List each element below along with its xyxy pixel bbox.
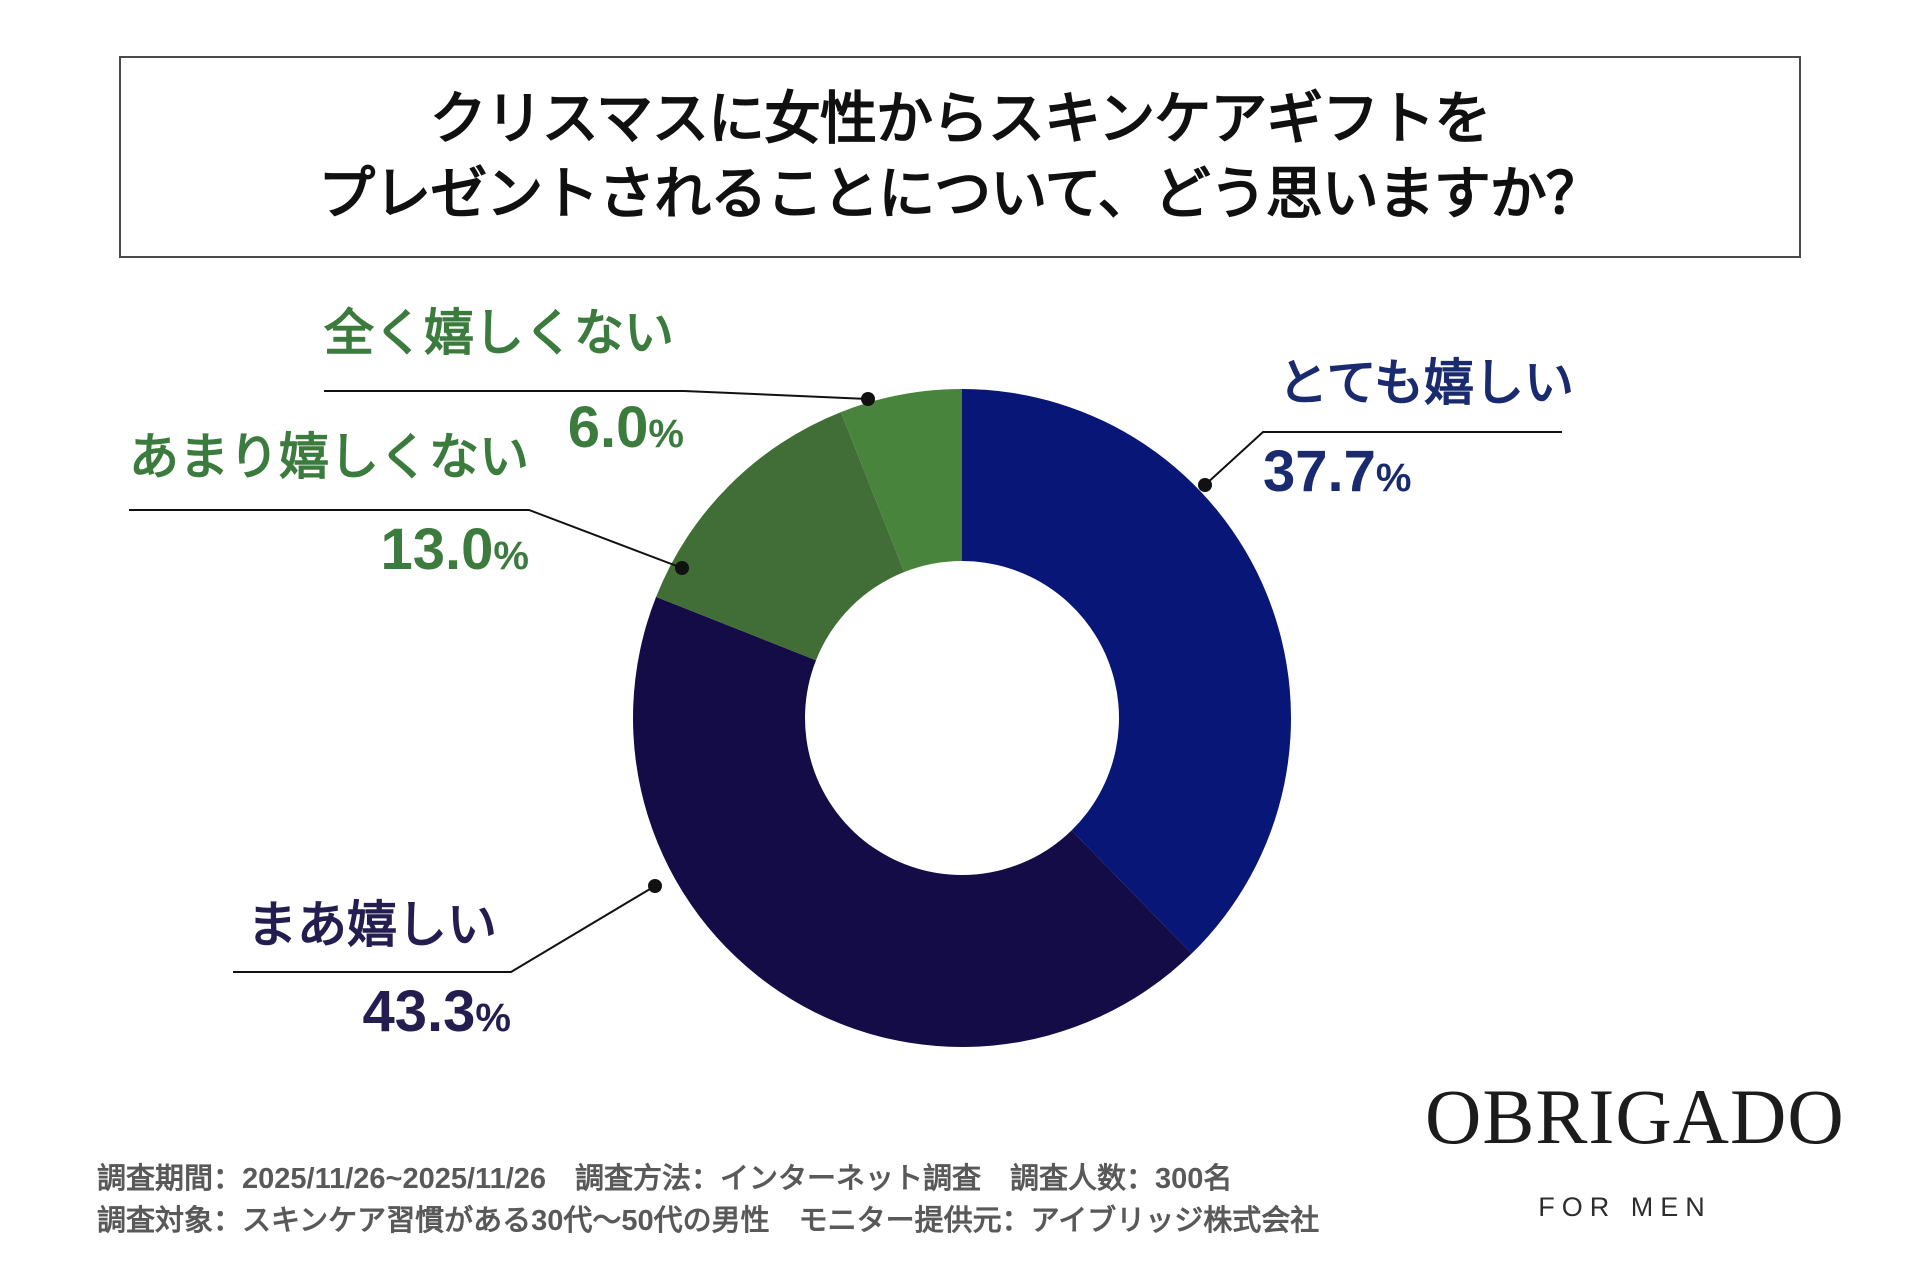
leader-dot-0 <box>1198 478 1212 492</box>
survey-notes-line1: 調査期間：2025/11/26~2025/11/26 調査方法：インターネット調… <box>97 1163 1233 1195</box>
percent-sign: % <box>1375 456 1412 500</box>
slice-value-maa-ureshii: 43.3% <box>233 980 511 1044</box>
slice-value-mattaku-ureshikunai: 6.0% <box>314 396 684 460</box>
slice-label-totemo-ureshii: とても嬉しい <box>1278 355 1574 411</box>
percent-number: 6.0 <box>567 395 649 460</box>
survey-notes: 調査期間：2025/11/26~2025/11/26 調査方法：インターネット調… <box>97 1158 1319 1242</box>
question-title-line1: クリスマスに女性からスキンケアギフトを <box>429 86 1492 151</box>
brand-logo: OBRIGADO <box>1425 1073 1845 1160</box>
percent-number: 43.3 <box>362 979 476 1044</box>
percent-sign: % <box>493 534 529 578</box>
question-title-line2: プレゼントされることについて、どう思いますか？ <box>318 162 1602 226</box>
donut-slice-1 <box>632 596 1192 1048</box>
percent-number: 37.7 <box>1263 439 1376 504</box>
question-title-box: クリスマスに女性からスキンケアギフトを プレゼントされることについて、どう思いま… <box>119 56 1801 258</box>
leader-dot-3 <box>861 392 875 406</box>
donut-slice-2 <box>656 412 905 661</box>
slice-value-totemo-ureshii: 37.7% <box>1263 440 1411 504</box>
donut-slice-3 <box>840 389 962 573</box>
percent-sign: % <box>648 412 684 456</box>
slice-label-amari-ureshikunai: あまり嬉しくない <box>129 429 529 485</box>
brand-tagline: FOR MEN <box>1538 1192 1712 1222</box>
slice-label-mattaku-ureshikunai: 全く嬉しくない <box>324 305 674 361</box>
leader-line-2 <box>129 509 683 569</box>
leader-line-3 <box>324 390 869 400</box>
donut-slice-0 <box>962 389 1291 954</box>
leader-dot-2 <box>675 561 689 575</box>
slice-label-maa-ureshii: まあ嬉しい <box>247 897 497 953</box>
percent-number: 13.0 <box>380 517 494 582</box>
percent-sign: % <box>475 996 511 1040</box>
survey-notes-line2: 調査対象：スキンケア習慣がある30代～50代の男性 モニター提供元：アイブリッジ… <box>97 1205 1320 1238</box>
leader-dot-1 <box>648 879 662 893</box>
leader-line-1 <box>233 885 656 973</box>
leader-line-0 <box>1204 431 1562 486</box>
slice-value-amari-ureshikunai: 13.0% <box>129 518 529 582</box>
